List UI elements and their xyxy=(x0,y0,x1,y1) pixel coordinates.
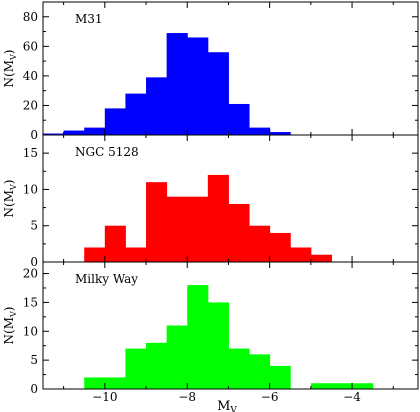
bar-milky-way-0 xyxy=(84,377,106,389)
y-tick-label-ngc-5128-1: 5 xyxy=(30,219,38,233)
bars-ngc-5128 xyxy=(84,174,332,262)
bar-milky-way-5 xyxy=(187,285,209,389)
y-axis-label-milky-way: N(MV) xyxy=(2,307,18,345)
y-tick-label-m31-4: 80 xyxy=(23,10,38,24)
x-axis: −10 −8 −6 −4 xyxy=(92,390,361,404)
bar-m31-8 xyxy=(207,52,229,135)
x-tick-label-2: −6 xyxy=(261,390,279,404)
bar-ngc-5128-2 xyxy=(125,247,147,262)
bar-m31-0 xyxy=(43,133,65,135)
bar-ngc-5128-9 xyxy=(269,232,291,262)
y-tick-label-m31-3: 60 xyxy=(23,39,38,53)
bar-milky-way-12 xyxy=(352,383,374,389)
y-tick-label-ngc-5128-3: 15 xyxy=(23,146,38,160)
bar-milky-way-10 xyxy=(310,383,332,389)
panel-m31: 0 20 40 60 80 M31 N(MV) xyxy=(2,1,419,142)
x-axis-label-subscript: V xyxy=(229,406,237,412)
y-axis-label-close-ngc-5128: ) xyxy=(2,180,16,185)
bar-m31-1 xyxy=(63,130,85,135)
y-tick-label-milky-way-1: 5 xyxy=(30,353,38,367)
y-axis-label-main-m31: N(M xyxy=(2,60,16,87)
bar-milky-way-11 xyxy=(331,383,353,389)
x-axis-label-main: M xyxy=(217,399,230,412)
panel-milky-way: 0 5 10 15 20 Milky Way N(MV) xyxy=(2,261,419,396)
panel-label-ngc-5128: NGC 5128 xyxy=(75,145,139,159)
bar-m31-6 xyxy=(166,33,188,135)
x-tick-label-3: −4 xyxy=(343,390,361,404)
y-tick-label-m31-0: 0 xyxy=(30,128,38,142)
bar-ngc-5128-10 xyxy=(290,247,312,262)
x-axis-label: MV xyxy=(217,399,237,412)
frame-milky-way xyxy=(42,261,419,390)
bar-milky-way-8 xyxy=(249,354,271,389)
bar-milky-way-9 xyxy=(269,365,291,389)
y-axis-label-subscript-ngc-5128: V xyxy=(9,184,18,191)
y-axis-milky-way: 0 5 10 15 20 xyxy=(23,267,418,396)
bars-m31 xyxy=(43,33,291,135)
panel-ngc-5128: 0 5 10 15 NGC 5128 N(MV) xyxy=(2,134,419,269)
x-tick-label-0: −10 xyxy=(92,390,117,404)
bar-ngc-5128-5 xyxy=(187,196,209,262)
bar-ngc-5128-6 xyxy=(207,174,229,262)
y-tick-label-m31-2: 40 xyxy=(23,69,38,83)
bar-m31-7 xyxy=(187,37,209,135)
bar-milky-way-3 xyxy=(146,342,168,389)
bars-milky-way xyxy=(84,285,374,389)
x-tick-label-1: −8 xyxy=(178,390,196,404)
y-axis-label-subscript-milky-way: V xyxy=(9,311,18,318)
bar-milky-way-1 xyxy=(104,377,126,389)
y-axis-m31: 0 20 40 60 80 xyxy=(23,10,418,142)
y-tick-label-ngc-5128-0: 0 xyxy=(30,255,38,269)
y-axis-label-subscript-m31: V xyxy=(9,54,18,61)
bar-m31-5 xyxy=(146,77,168,135)
bar-ngc-5128-0 xyxy=(84,247,106,262)
y-tick-label-milky-way-0: 0 xyxy=(30,382,38,396)
bar-ngc-5128-3 xyxy=(146,182,168,262)
y-tick-label-milky-way-3: 15 xyxy=(23,295,38,309)
bar-milky-way-2 xyxy=(125,348,147,389)
bar-milky-way-4 xyxy=(166,325,188,389)
y-tick-label-ngc-5128-2: 10 xyxy=(23,182,38,196)
y-tick-label-m31-1: 20 xyxy=(23,98,38,112)
y-axis-label-m31: N(MV) xyxy=(2,50,18,88)
bar-ngc-5128-8 xyxy=(249,225,271,262)
panel-label-m31: M31 xyxy=(75,12,103,26)
y-axis-label-main-milky-way: N(M xyxy=(2,317,16,344)
panel-label-milky-way: Milky Way xyxy=(75,272,138,286)
bar-m31-10 xyxy=(249,127,271,135)
bar-ngc-5128-4 xyxy=(166,196,188,262)
bar-m31-2 xyxy=(84,127,106,135)
y-tick-label-milky-way-2: 10 xyxy=(23,324,38,338)
bar-ngc-5128-1 xyxy=(104,225,126,262)
bar-milky-way-6 xyxy=(207,302,229,389)
bar-m31-4 xyxy=(125,93,147,135)
y-axis-label-ngc-5128: N(MV) xyxy=(2,180,18,218)
bar-ngc-5128-7 xyxy=(228,203,250,262)
y-axis-label-main-ngc-5128: N(M xyxy=(2,190,16,217)
y-axis-label-close-m31: ) xyxy=(2,50,16,55)
bar-m31-9 xyxy=(228,103,250,135)
y-tick-label-milky-way-4: 20 xyxy=(23,267,38,281)
bar-m31-3 xyxy=(104,108,126,135)
bar-ngc-5128-11 xyxy=(310,254,332,262)
bar-m31-11 xyxy=(269,132,291,135)
bar-milky-way-7 xyxy=(228,348,250,389)
y-axis-label-close-milky-way: ) xyxy=(2,307,16,312)
